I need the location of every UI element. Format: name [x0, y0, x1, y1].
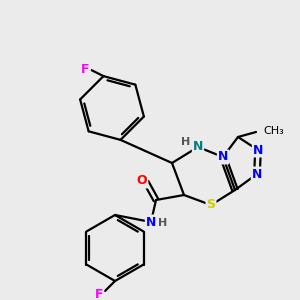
Text: CH₃: CH₃ [263, 126, 284, 136]
Text: N: N [253, 143, 263, 157]
Text: F: F [95, 287, 103, 300]
Text: O: O [137, 175, 147, 188]
Text: N: N [146, 215, 156, 229]
Text: F: F [81, 63, 90, 76]
Text: N: N [193, 140, 203, 154]
Text: H: H [158, 218, 168, 228]
Text: N: N [252, 167, 262, 181]
Text: S: S [206, 199, 215, 212]
Text: H: H [182, 137, 190, 147]
Text: N: N [218, 151, 228, 164]
